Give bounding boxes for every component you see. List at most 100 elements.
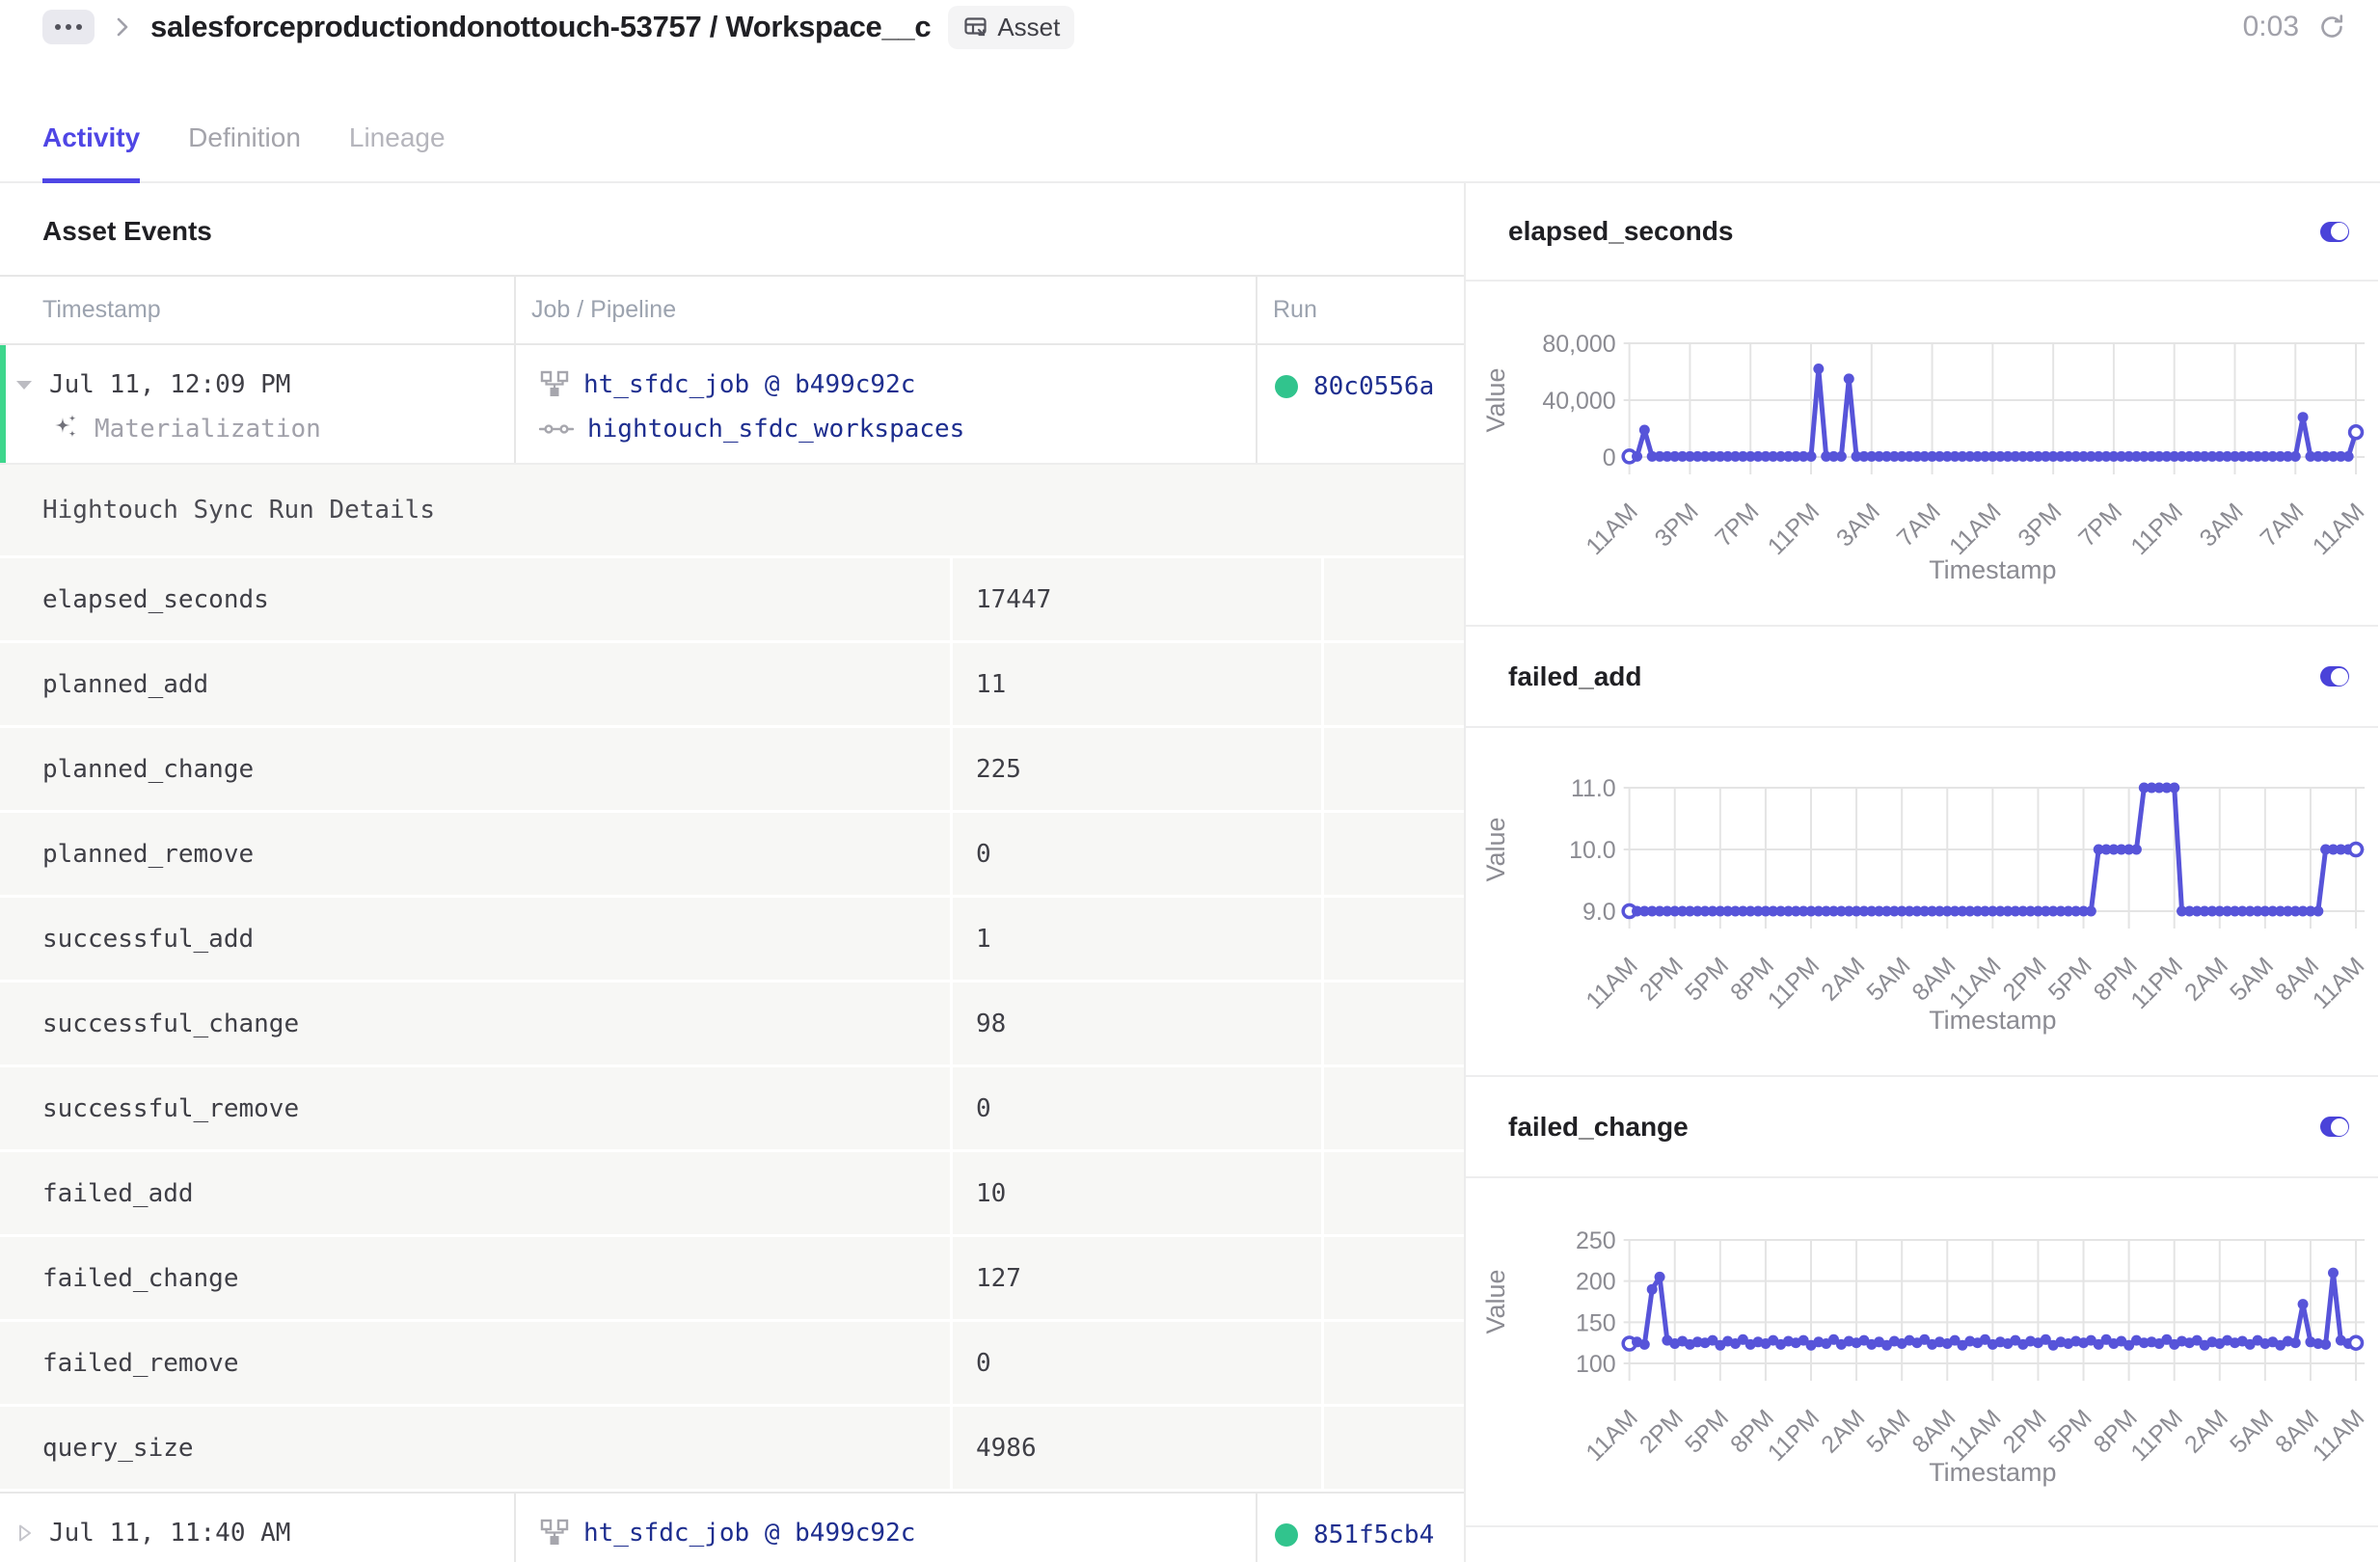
detail-key: successful_remove: [0, 1067, 950, 1149]
svg-text:11PM: 11PM: [2125, 498, 2188, 560]
failed-add-chart: 9.010.011.011AM2PM5PM8PM11PM2AM5AM8AM11A…: [1466, 728, 2378, 1075]
detail-key: successful_add: [0, 898, 950, 980]
auto-refresh-timer: 0:03: [2243, 11, 2299, 43]
svg-text:3AM: 3AM: [1831, 498, 1885, 552]
job-link[interactable]: ht_sfdc_job @ b499c92c: [583, 370, 915, 399]
svg-text:40,000: 40,000: [1542, 388, 1615, 415]
detail-value: 0: [953, 813, 1321, 895]
breadcrumb-chevron-icon: [112, 13, 133, 41]
event-row-expanded[interactable]: Jul 11, 12:09 PM Materialization: [0, 345, 1464, 463]
asset-badge-label: Asset: [997, 13, 1060, 42]
svg-text:250: 250: [1576, 1227, 1616, 1254]
detail-row: failed_remove0: [0, 1322, 1464, 1404]
chart-section-header: elapsed_seconds: [1466, 183, 2378, 280]
detail-key: successful_change: [0, 983, 950, 1064]
svg-text:5AM: 5AM: [1861, 952, 1915, 1006]
asset-events-title: Asset Events: [0, 183, 1464, 275]
asset-events-panel: Asset Events Timestamp Job / Pipeline Ru…: [0, 183, 1466, 1562]
svg-text:5PM: 5PM: [2043, 952, 2097, 1006]
svg-text:Value: Value: [1481, 1269, 1510, 1333]
detail-empty-cell: [1324, 643, 1464, 725]
job-link[interactable]: ht_sfdc_job @ b499c92c: [583, 1519, 915, 1548]
detail-empty-cell: [1324, 983, 1464, 1064]
materialization-sparkle-icon: [52, 414, 81, 444]
run-id-link[interactable]: 80c0556a: [1313, 372, 1434, 401]
detail-row: elapsed_seconds17447: [0, 558, 1464, 640]
detail-value: 0: [953, 1322, 1321, 1404]
col-timestamp: Timestamp: [0, 277, 514, 343]
refresh-icon[interactable]: [2316, 12, 2347, 42]
detail-value: 10: [953, 1152, 1321, 1234]
pipeline-link[interactable]: hightouch_sfdc_workspaces: [587, 415, 964, 444]
detail-empty-cell: [1324, 728, 1464, 810]
job-sitemap-icon: [539, 369, 570, 400]
detail-row: query_size4986: [0, 1407, 1464, 1489]
svg-text:3AM: 3AM: [2195, 498, 2249, 552]
svg-text:3PM: 3PM: [1650, 498, 1704, 552]
detail-key: elapsed_seconds: [0, 558, 950, 640]
chart-toggle-failed-add[interactable]: [2320, 666, 2349, 687]
svg-text:7PM: 7PM: [1710, 498, 1764, 552]
detail-row: successful_remove0: [0, 1067, 1464, 1149]
svg-text:2PM: 2PM: [1998, 952, 2052, 1006]
svg-text:2AM: 2AM: [1816, 952, 1870, 1006]
collapse-caret-icon[interactable]: [13, 373, 36, 396]
svg-text:11AM: 11AM: [2308, 1404, 2370, 1467]
svg-text:11PM: 11PM: [1763, 1404, 1826, 1467]
tab-definition[interactable]: Definition: [188, 122, 301, 183]
tab-activity[interactable]: Activity: [42, 122, 140, 183]
detail-key: failed_remove: [0, 1322, 950, 1404]
detail-empty-cell: [1324, 1407, 1464, 1489]
svg-text:2PM: 2PM: [1635, 1404, 1689, 1458]
chart-toggle-failed-change[interactable]: [2320, 1117, 2349, 1137]
detail-empty-cell: [1324, 1152, 1464, 1234]
detail-value: 4986: [953, 1407, 1321, 1489]
page-title: salesforceproductiondonottouch-53757 / W…: [150, 10, 931, 44]
more-menu-button[interactable]: [42, 10, 95, 44]
col-run: Run: [1256, 277, 1464, 343]
detail-row: planned_add11: [0, 643, 1464, 725]
chart-toggle-elapsed-seconds[interactable]: [2320, 222, 2349, 242]
svg-text:5PM: 5PM: [1680, 952, 1734, 1006]
detail-empty-cell: [1324, 813, 1464, 895]
detail-key: planned_change: [0, 728, 950, 810]
tab-bar: Activity Definition Lineage: [0, 54, 2380, 183]
header: salesforceproductiondonottouch-53757 / W…: [0, 0, 2380, 54]
sync-run-details-rows: elapsed_seconds17447planned_add11planned…: [0, 558, 1464, 1489]
detail-row: successful_add1: [0, 898, 1464, 980]
detail-key: failed_change: [0, 1237, 950, 1319]
svg-text:11PM: 11PM: [1763, 952, 1826, 1014]
detail-row: failed_change127: [0, 1237, 1464, 1319]
tab-lineage[interactable]: Lineage: [349, 122, 446, 183]
pipeline-link-icon: [539, 421, 574, 437]
svg-text:0: 0: [1603, 444, 1616, 471]
svg-text:11AM: 11AM: [2308, 498, 2370, 560]
svg-text:2PM: 2PM: [1998, 1404, 2052, 1458]
detail-empty-cell: [1324, 1067, 1464, 1149]
svg-text:2AM: 2AM: [2179, 952, 2233, 1006]
detail-value: 11: [953, 643, 1321, 725]
detail-empty-cell: [1324, 1237, 1464, 1319]
detail-value: 127: [953, 1237, 1321, 1319]
svg-text:150: 150: [1576, 1309, 1616, 1336]
chart-section-header: failed_change: [1466, 1077, 2378, 1176]
svg-text:11AM: 11AM: [1944, 498, 2007, 560]
sync-run-details: Hightouch Sync Run Details elapsed_secon…: [0, 463, 1464, 1489]
event-row-collapsed[interactable]: Jul 11, 11:40 AM Materialization: [0, 1492, 1464, 1562]
run-status-dot: [1275, 375, 1298, 398]
chart-section-header: failed_add: [1466, 627, 2378, 726]
svg-text:5AM: 5AM: [2225, 1404, 2279, 1458]
expand-caret-icon[interactable]: [13, 1522, 36, 1545]
detail-value: 0: [953, 1067, 1321, 1149]
svg-text:5AM: 5AM: [1861, 1404, 1915, 1458]
asset-detail-page: salesforceproductiondonottouch-53757 / W…: [0, 0, 2380, 1562]
detail-value: 225: [953, 728, 1321, 810]
events-table-header: Timestamp Job / Pipeline Run: [0, 275, 1464, 345]
svg-text:11PM: 11PM: [2125, 952, 2188, 1014]
detail-key: failed_add: [0, 1152, 950, 1234]
detail-row: successful_change98: [0, 983, 1464, 1064]
col-job-pipeline: Job / Pipeline: [514, 277, 1256, 343]
event-type-label: Materialization: [95, 415, 321, 444]
svg-text:Timestamp: Timestamp: [1929, 1006, 2056, 1035]
run-id-link[interactable]: 851f5cb4: [1313, 1521, 1434, 1549]
